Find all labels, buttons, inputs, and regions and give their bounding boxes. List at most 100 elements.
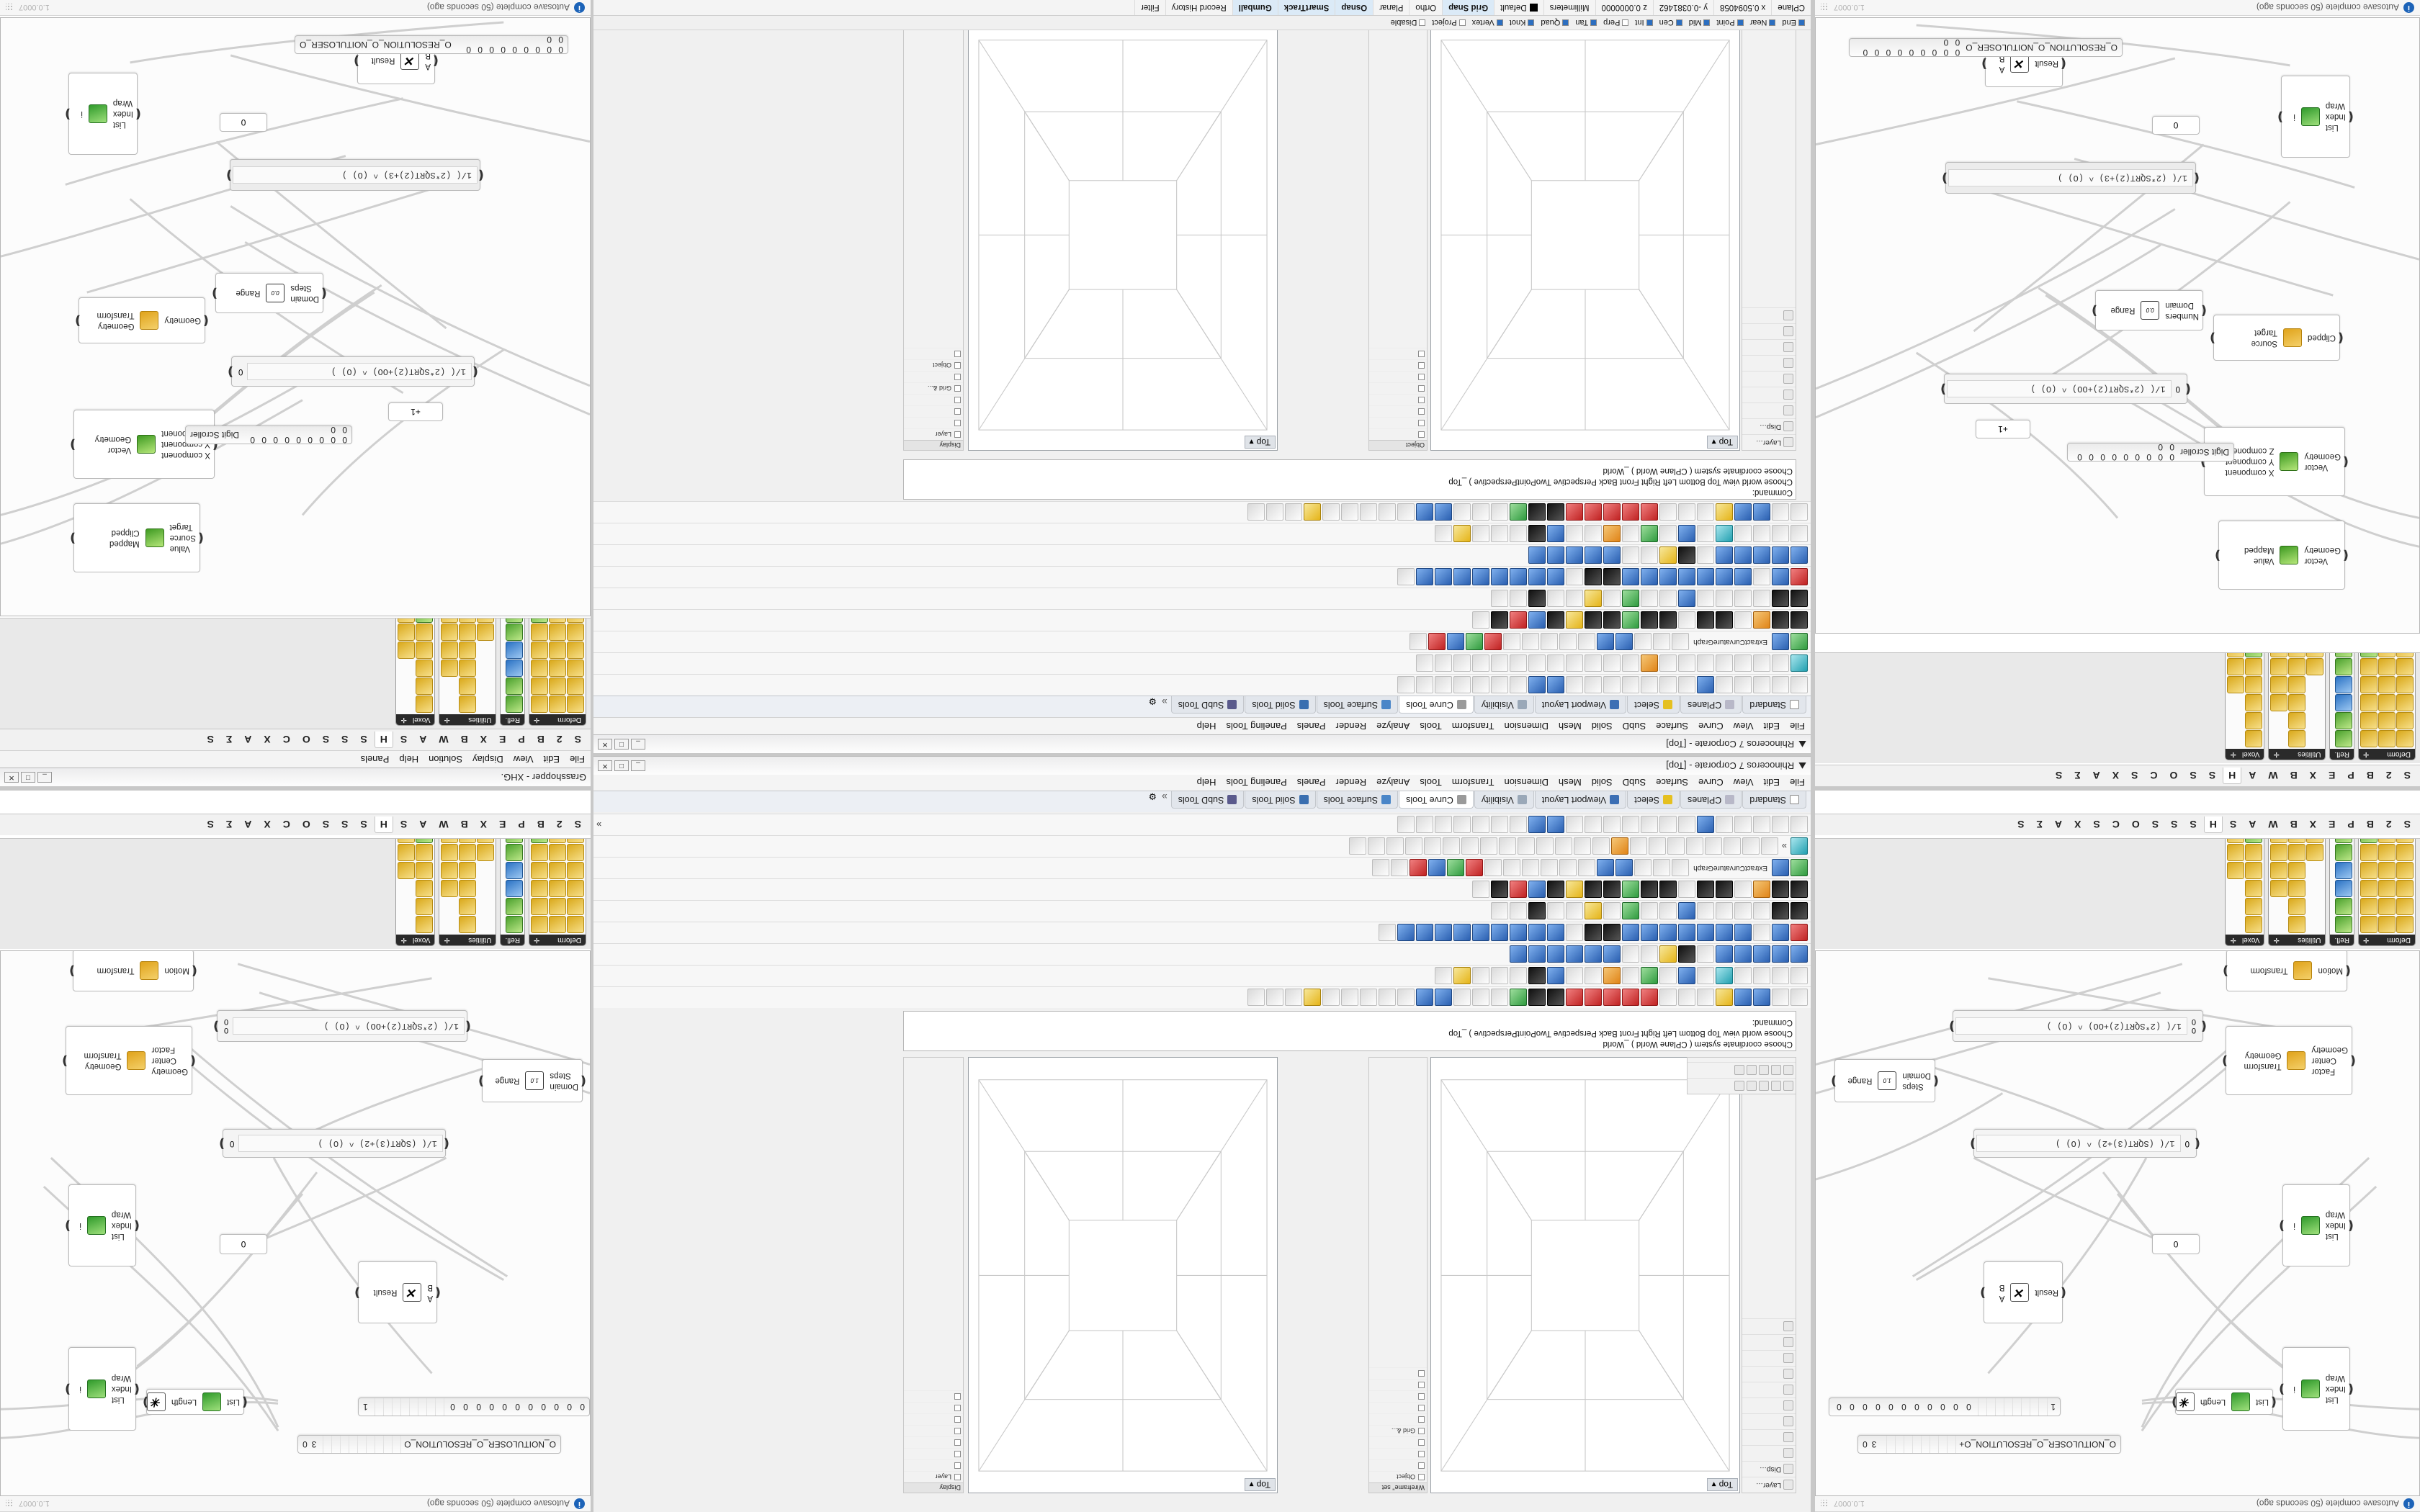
menu-surface[interactable]: Surface [1656,777,1688,788]
port-list[interactable]: List [2325,1232,2339,1241]
panel-row[interactable] [1742,1445,1796,1461]
dock-row[interactable] [1369,405,1427,417]
toolbar-overflow-icon[interactable]: » [1161,791,1168,803]
gh-tab-14[interactable]: X [2112,770,2120,782]
menu-paneling-tools[interactable]: Paneling Tools [1226,721,1287,732]
port-x[interactable]: X component [2225,468,2275,477]
output-grip[interactable]: ❫ [68,531,79,545]
output-grip[interactable]: ❫ [63,1219,73,1233]
gh-component-list-item-tl[interactable]: List Index Wrap i ❪ ❫ [2277,1347,2356,1431]
port-geometry[interactable]: Geometry [164,316,202,325]
toolbar-mini-row[interactable] [1688,1078,1796,1094]
gh-tab-12[interactable]: S [2151,819,2159,831]
slider-track[interactable] [319,1436,402,1453]
output-grip[interactable]: ❫ [73,314,84,328]
menu-transform[interactable]: Transform [1451,777,1494,788]
gh-tabstrip-bl[interactable]: S 2 B P E X B W A H S S O C S X A Σ S [1815,765,2420,786]
window-divider-right[interactable] [591,0,593,1512]
slider-track[interactable] [1973,1398,2048,1416]
menu-view[interactable]: View [1733,777,1754,788]
menu-panels[interactable]: Panels [1296,721,1326,732]
output-grip[interactable]: ❫ [211,1020,222,1033]
port-center[interactable]: Center [151,1056,177,1066]
gh-tabstrip-tr[interactable]: S 2 B P E X B W A S H S S S O C X A Σ S [0,814,591,835]
dock-row[interactable] [904,417,963,428]
menu-mesh[interactable]: Mesh [1558,721,1582,732]
gh-tab-4[interactable]: E [2329,819,2336,831]
pin-icon[interactable]: ✛ [2230,936,2236,944]
panel-tab-layers[interactable]: Layer… [1742,434,1796,450]
menu-mesh[interactable]: Mesh [1558,777,1582,788]
toolbar-options-icon[interactable]: ⚙ [1148,791,1157,801]
gh-component-list-item2-tr[interactable]: List Index Wrap i ❪ ❫ [63,1184,142,1266]
slider-track[interactable] [370,1398,445,1416]
port-steps[interactable]: Steps [290,284,312,292]
gh-tab-13[interactable]: O [302,819,310,831]
gh-tab-0[interactable]: S [574,819,581,831]
port-wrap[interactable]: Wrap [111,1210,132,1220]
dock-row[interactable]: Grid &... [1369,1425,1427,1436]
dock-row[interactable] [904,1436,963,1448]
gh-component-range-bl[interactable]: Range 0.0 Numbers Domain ❪ ❫ [2089,290,2209,330]
status-osnap[interactable]: Osnap [1335,0,1373,15]
gh-tab-8[interactable]: A [419,734,427,746]
gh-component-range-br[interactable]: Domain Steps 0.0 Range ❪ ❫ [210,273,329,313]
input-grip[interactable]: ❫ [2220,964,2231,978]
port-index[interactable]: Index [2325,112,2346,122]
dock-row[interactable] [1369,428,1427,440]
input-grip[interactable]: ❪ [2345,1219,2356,1233]
dock-row[interactable] [1369,1402,1427,1413]
chevron-right-icon[interactable]: » [596,819,602,830]
port-i[interactable]: i [2293,1385,2295,1394]
port-source[interactable]: Source [2251,339,2277,348]
menu-view[interactable]: View [1733,721,1754,732]
toolbar-row-5[interactable] [593,588,1811,609]
panel-row[interactable] [1742,402,1796,418]
status-cplane[interactable]: CPlane [1771,0,1811,15]
port-motion[interactable]: Motion [164,966,189,976]
output-grip[interactable]: ❫ [225,365,236,379]
port-index[interactable]: Index [2325,1221,2346,1230]
gh-expression-panel-1-tl[interactable]: 0 1/( (SQRT(3)+2) ^ (O) ) ❪ ❫ [1968,1129,2202,1158]
toolbar-row-7[interactable] [593,544,1811,566]
panel-row[interactable] [1742,387,1796,402]
port-index[interactable]: Index [112,109,133,119]
port-value[interactable]: Value [169,544,191,554]
osnap-point[interactable]: Point [1717,19,1744,27]
output-grip[interactable]: ❪ [2342,964,2353,978]
gh-tab-15[interactable]: A [2092,770,2100,782]
menu-curve[interactable]: Curve [1698,777,1724,788]
toolbar-row-8[interactable]: » [593,835,1811,857]
gh-slider-resolution-tl[interactable]: O_NOITULOSER_O_RESOLUTION_O + 3 0 [1857,1435,2121,1454]
dock-row[interactable] [1369,382,1427,394]
output-grip[interactable]: ❫ [210,287,220,300]
menu-curve[interactable]: Curve [1698,721,1724,732]
gh-slider-digits-tl[interactable]: 1 0 0 0 0 0 0 0 0 0 0 0 [1829,1398,2061,1416]
menu-file[interactable]: File [1790,721,1805,732]
dock-row[interactable]: Object [1369,1471,1427,1482]
gh-tab-11[interactable]: O [2169,770,2178,782]
toolbar-row-1[interactable] [593,986,1811,1008]
gh-component-range-tr[interactable]: Domain Steps 1.0 Range ❪ ❫ [476,1059,588,1102]
gh-tab-18[interactable]: S [207,819,214,831]
rhino-left-panel-strip[interactable]: Layer… Disp… [1742,1057,1796,1493]
gh-component-multiply-tr[interactable]: A B ✕ Result ❪ ❫ [352,1261,443,1323]
gh-tab-2[interactable]: B [537,819,544,831]
menu-help[interactable]: Help [1196,721,1216,732]
gh-tab-3[interactable]: P [518,734,525,746]
panel-row[interactable] [1742,323,1796,339]
port-geometry-out[interactable]: Geometry [2311,1045,2349,1055]
gh-number-zero-tl[interactable]: 0 [2152,1234,2200,1254]
rhino-right-panel-strip[interactable]: Display Layer [903,1057,964,1493]
gh-tab-17[interactable]: Σ [225,819,233,831]
gh-component-deconstruct-br[interactable]: X component Y component Z component Vect… [68,410,220,479]
gh-component-move-br[interactable]: Geometry Geometry Transform ❪ ❫ [73,297,211,343]
port-domain[interactable]: Domain [2165,301,2194,310]
close-button[interactable]: ✕ [598,760,612,771]
chevron-down-icon[interactable]: ▾ [1711,1480,1716,1490]
gh-tab-17[interactable]: Σ [225,734,233,746]
minimize-button[interactable]: _ [37,772,52,783]
port-wrap[interactable]: Wrap [2325,1210,2346,1220]
input-grip[interactable]: ❪ [430,54,441,68]
menu-solid[interactable]: Solid [1591,721,1613,732]
